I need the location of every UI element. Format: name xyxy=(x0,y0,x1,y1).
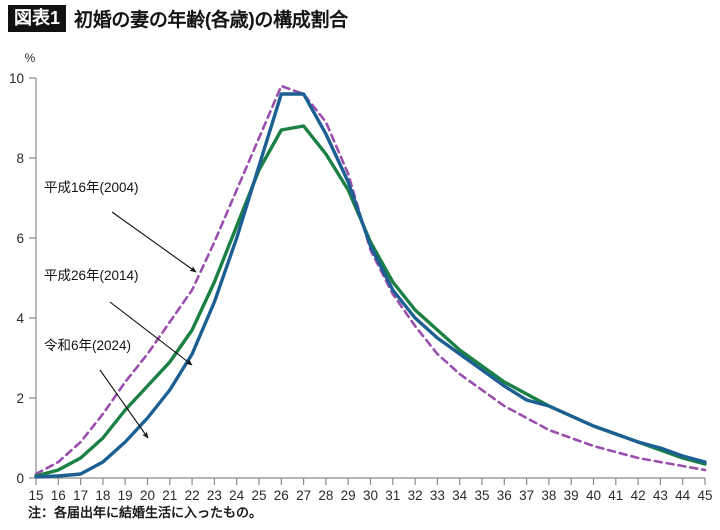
y-tick-label: 8 xyxy=(16,151,24,166)
x-tick-label: 17 xyxy=(73,488,88,500)
annotation-label-3: 令和6年(2024) xyxy=(44,338,131,353)
chart-annotations: 平成16年(2004) 平成26年(2014) 令和6年(2024) xyxy=(44,180,197,439)
annotation-label-1: 平成16年(2004) xyxy=(44,180,139,195)
y-tick-label: 10 xyxy=(9,71,24,86)
x-tick-label: 39 xyxy=(564,488,579,500)
page-title: 図表1 初婚の妻の年齢(各歳)の構成割合 xyxy=(8,5,348,32)
x-tick-label: 32 xyxy=(408,488,423,500)
x-tick-label: 34 xyxy=(452,488,468,500)
x-tick-label: 24 xyxy=(229,488,245,500)
x-tick-label: 37 xyxy=(519,488,534,500)
x-tick-label: 25 xyxy=(251,488,266,500)
x-tick-label: 33 xyxy=(430,488,445,500)
x-tick-label: 43 xyxy=(653,488,668,500)
x-tick-label: 40 xyxy=(586,488,601,500)
x-tick-label: 35 xyxy=(474,488,489,500)
x-tick-label: 20 xyxy=(140,488,155,500)
y-tick-label: 0 xyxy=(16,471,24,486)
figure-badge: 図表1 xyxy=(8,5,67,32)
chart-footnote: 注：各届出年に結婚生活に入ったもの。 xyxy=(28,505,263,520)
series-line-1 xyxy=(34,84,707,476)
y-tick-label: 6 xyxy=(16,231,24,246)
x-tick-label: 38 xyxy=(541,488,556,500)
chart-container: 0 2 4 6 8 10% 15 16 17 18 19 20 21 22 23 24 25 26 27 28 29 30… xyxy=(0,40,720,500)
annotation-label-2: 平成26年(2014) xyxy=(44,268,139,283)
x-tick-label: 44 xyxy=(675,488,691,500)
x-tick-label: 31 xyxy=(385,488,400,500)
x-tick-label: 30 xyxy=(363,488,378,500)
x-tick-label: 15 xyxy=(28,488,43,500)
series-line-2 xyxy=(34,124,707,478)
x-tick-label: 41 xyxy=(608,488,623,500)
x-tick-label: 27 xyxy=(296,488,311,500)
figure-title-text: 初婚の妻の年齢(各歳)の構成割合 xyxy=(74,10,348,31)
x-tick-label: 16 xyxy=(51,488,66,500)
x-tick-label: 22 xyxy=(185,488,200,500)
x-tick-label: 36 xyxy=(497,488,512,500)
y-tick-label: 4 xyxy=(16,311,24,326)
x-tick-label: 45 xyxy=(697,488,712,500)
x-tick-label: 26 xyxy=(274,488,289,500)
x-tick-label: 28 xyxy=(318,488,333,500)
x-tick-label: 19 xyxy=(118,488,133,500)
x-tick-label: 21 xyxy=(162,488,177,500)
annotation-arrow-2 xyxy=(109,301,193,366)
y-axis-unit-label: % xyxy=(25,51,36,65)
series-line-3 xyxy=(34,92,707,479)
chart-series xyxy=(34,84,707,479)
x-tick-label: 42 xyxy=(631,488,646,500)
annotation-arrow-1 xyxy=(111,211,197,273)
annotation-arrow-3 xyxy=(99,369,149,439)
x-tick-label: 18 xyxy=(95,488,110,500)
x-tick-label: 23 xyxy=(207,488,222,500)
y-tick-label: 2 xyxy=(16,391,24,406)
x-tick-label: 29 xyxy=(341,488,356,500)
